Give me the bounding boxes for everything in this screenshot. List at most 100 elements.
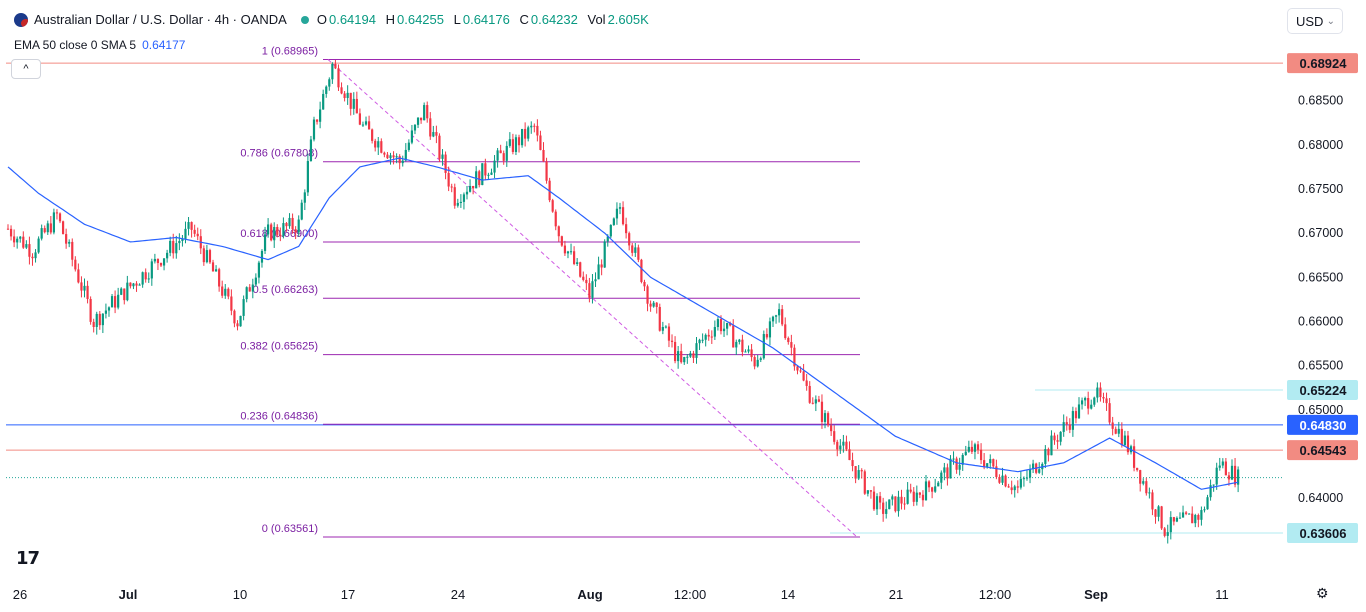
candle-body	[13, 236, 16, 243]
candle-body	[799, 370, 802, 372]
candle-body	[646, 286, 649, 304]
candle-body	[533, 125, 536, 127]
candle-body	[346, 92, 349, 98]
candle-body	[297, 219, 300, 233]
candle-body	[511, 139, 514, 152]
candle-body	[331, 63, 334, 80]
candle-body	[686, 356, 689, 358]
fib-level-label: 0 (0.63561)	[262, 523, 318, 535]
candle-body	[802, 371, 805, 381]
candle-body	[940, 472, 943, 483]
indicator-legend[interactable]: EMA 50 close 0 SMA 5 0.64177	[14, 38, 185, 52]
candle-body	[961, 454, 964, 465]
candle-body	[141, 272, 144, 285]
candle-body	[74, 259, 77, 270]
time-axis: 26 Jul 10 17 24 Aug 12:00 14 21 12:00 Sep 11	[13, 587, 1229, 602]
gear-icon[interactable]: ⚙	[1316, 585, 1329, 601]
candle-body	[808, 385, 811, 403]
time-tick-label: 24	[451, 587, 465, 602]
candle-body	[392, 155, 395, 158]
candle-body	[793, 347, 796, 367]
candle-body	[380, 141, 383, 153]
candle-body	[1028, 468, 1032, 478]
candle-body	[882, 502, 885, 514]
candle-body	[677, 351, 680, 362]
candle-body	[193, 229, 196, 234]
candle-body	[270, 224, 273, 241]
candle-body	[833, 431, 836, 442]
ohlc-value: 0.64194	[328, 12, 376, 27]
candle-body	[1237, 469, 1240, 485]
candle-body	[456, 202, 459, 206]
candle-body	[814, 399, 817, 404]
candle-body	[514, 137, 518, 152]
candle-body	[58, 213, 62, 222]
price-tick-label: 0.67500	[1298, 182, 1343, 196]
candle-body	[1084, 397, 1087, 401]
candle-body	[1218, 465, 1221, 468]
tradingview-logo[interactable]: 17	[16, 548, 40, 569]
candle-body	[796, 366, 799, 371]
candle-body	[1215, 467, 1218, 485]
candle-body	[986, 463, 989, 468]
candle-body	[1233, 465, 1237, 485]
candle-body	[86, 285, 89, 299]
candle-body	[172, 240, 175, 254]
candle-body	[842, 441, 845, 446]
candle-body	[778, 309, 781, 316]
candle-body	[239, 315, 242, 327]
price-label-box	[1287, 414, 1358, 435]
candle-body	[866, 490, 869, 494]
candle-body	[43, 228, 46, 233]
candle-body	[517, 137, 521, 146]
candle-body	[931, 487, 934, 492]
candle-body	[303, 192, 306, 203]
candle-body	[655, 302, 658, 307]
candle-body	[621, 207, 625, 225]
candle-body	[1206, 497, 1209, 510]
candle-body	[349, 92, 352, 109]
candle-body	[1117, 428, 1120, 434]
candle-body	[242, 299, 245, 316]
candle-body	[536, 125, 539, 136]
candle-body	[579, 262, 582, 277]
price-tick-label: 0.68500	[1298, 94, 1343, 108]
candle-body	[1093, 397, 1096, 405]
collapse-legend-button[interactable]: ^	[11, 59, 41, 79]
candle-body	[16, 238, 19, 243]
candle-body	[729, 323, 732, 326]
ohlc-key: Vol	[587, 12, 606, 27]
candle-body	[123, 288, 126, 301]
candle-body	[664, 326, 667, 328]
currency-selector[interactable]: USD ⌄	[1287, 8, 1343, 34]
candle-body	[401, 160, 404, 164]
candle-body	[505, 145, 508, 161]
candle-body	[879, 496, 882, 503]
candle-body	[1032, 463, 1035, 469]
candle-body	[1056, 440, 1059, 442]
candle-body	[420, 117, 423, 121]
candle-body	[294, 229, 297, 233]
candle-body	[358, 113, 361, 125]
candle-body	[55, 212, 59, 214]
candle-body	[628, 233, 631, 246]
candle-body	[1169, 517, 1172, 533]
candle-body	[771, 316, 775, 322]
candle-body	[1010, 487, 1013, 491]
candle-body	[245, 287, 248, 300]
symbol-title[interactable]: Australian Dollar / U.S. Dollar · 4h · O…	[34, 12, 287, 27]
candle-body	[61, 221, 65, 235]
candle-body	[325, 86, 328, 94]
candle-body	[322, 93, 325, 110]
candle-body	[1013, 486, 1016, 491]
candle-body	[83, 285, 86, 291]
candle-body	[563, 245, 567, 254]
candle-body	[337, 68, 340, 88]
candle-body	[649, 303, 652, 307]
candle-body	[1172, 517, 1175, 522]
candle-body	[597, 264, 600, 280]
candle-body	[37, 238, 40, 253]
time-tick-label: 12:00	[979, 587, 1012, 602]
candle-body	[888, 499, 891, 510]
